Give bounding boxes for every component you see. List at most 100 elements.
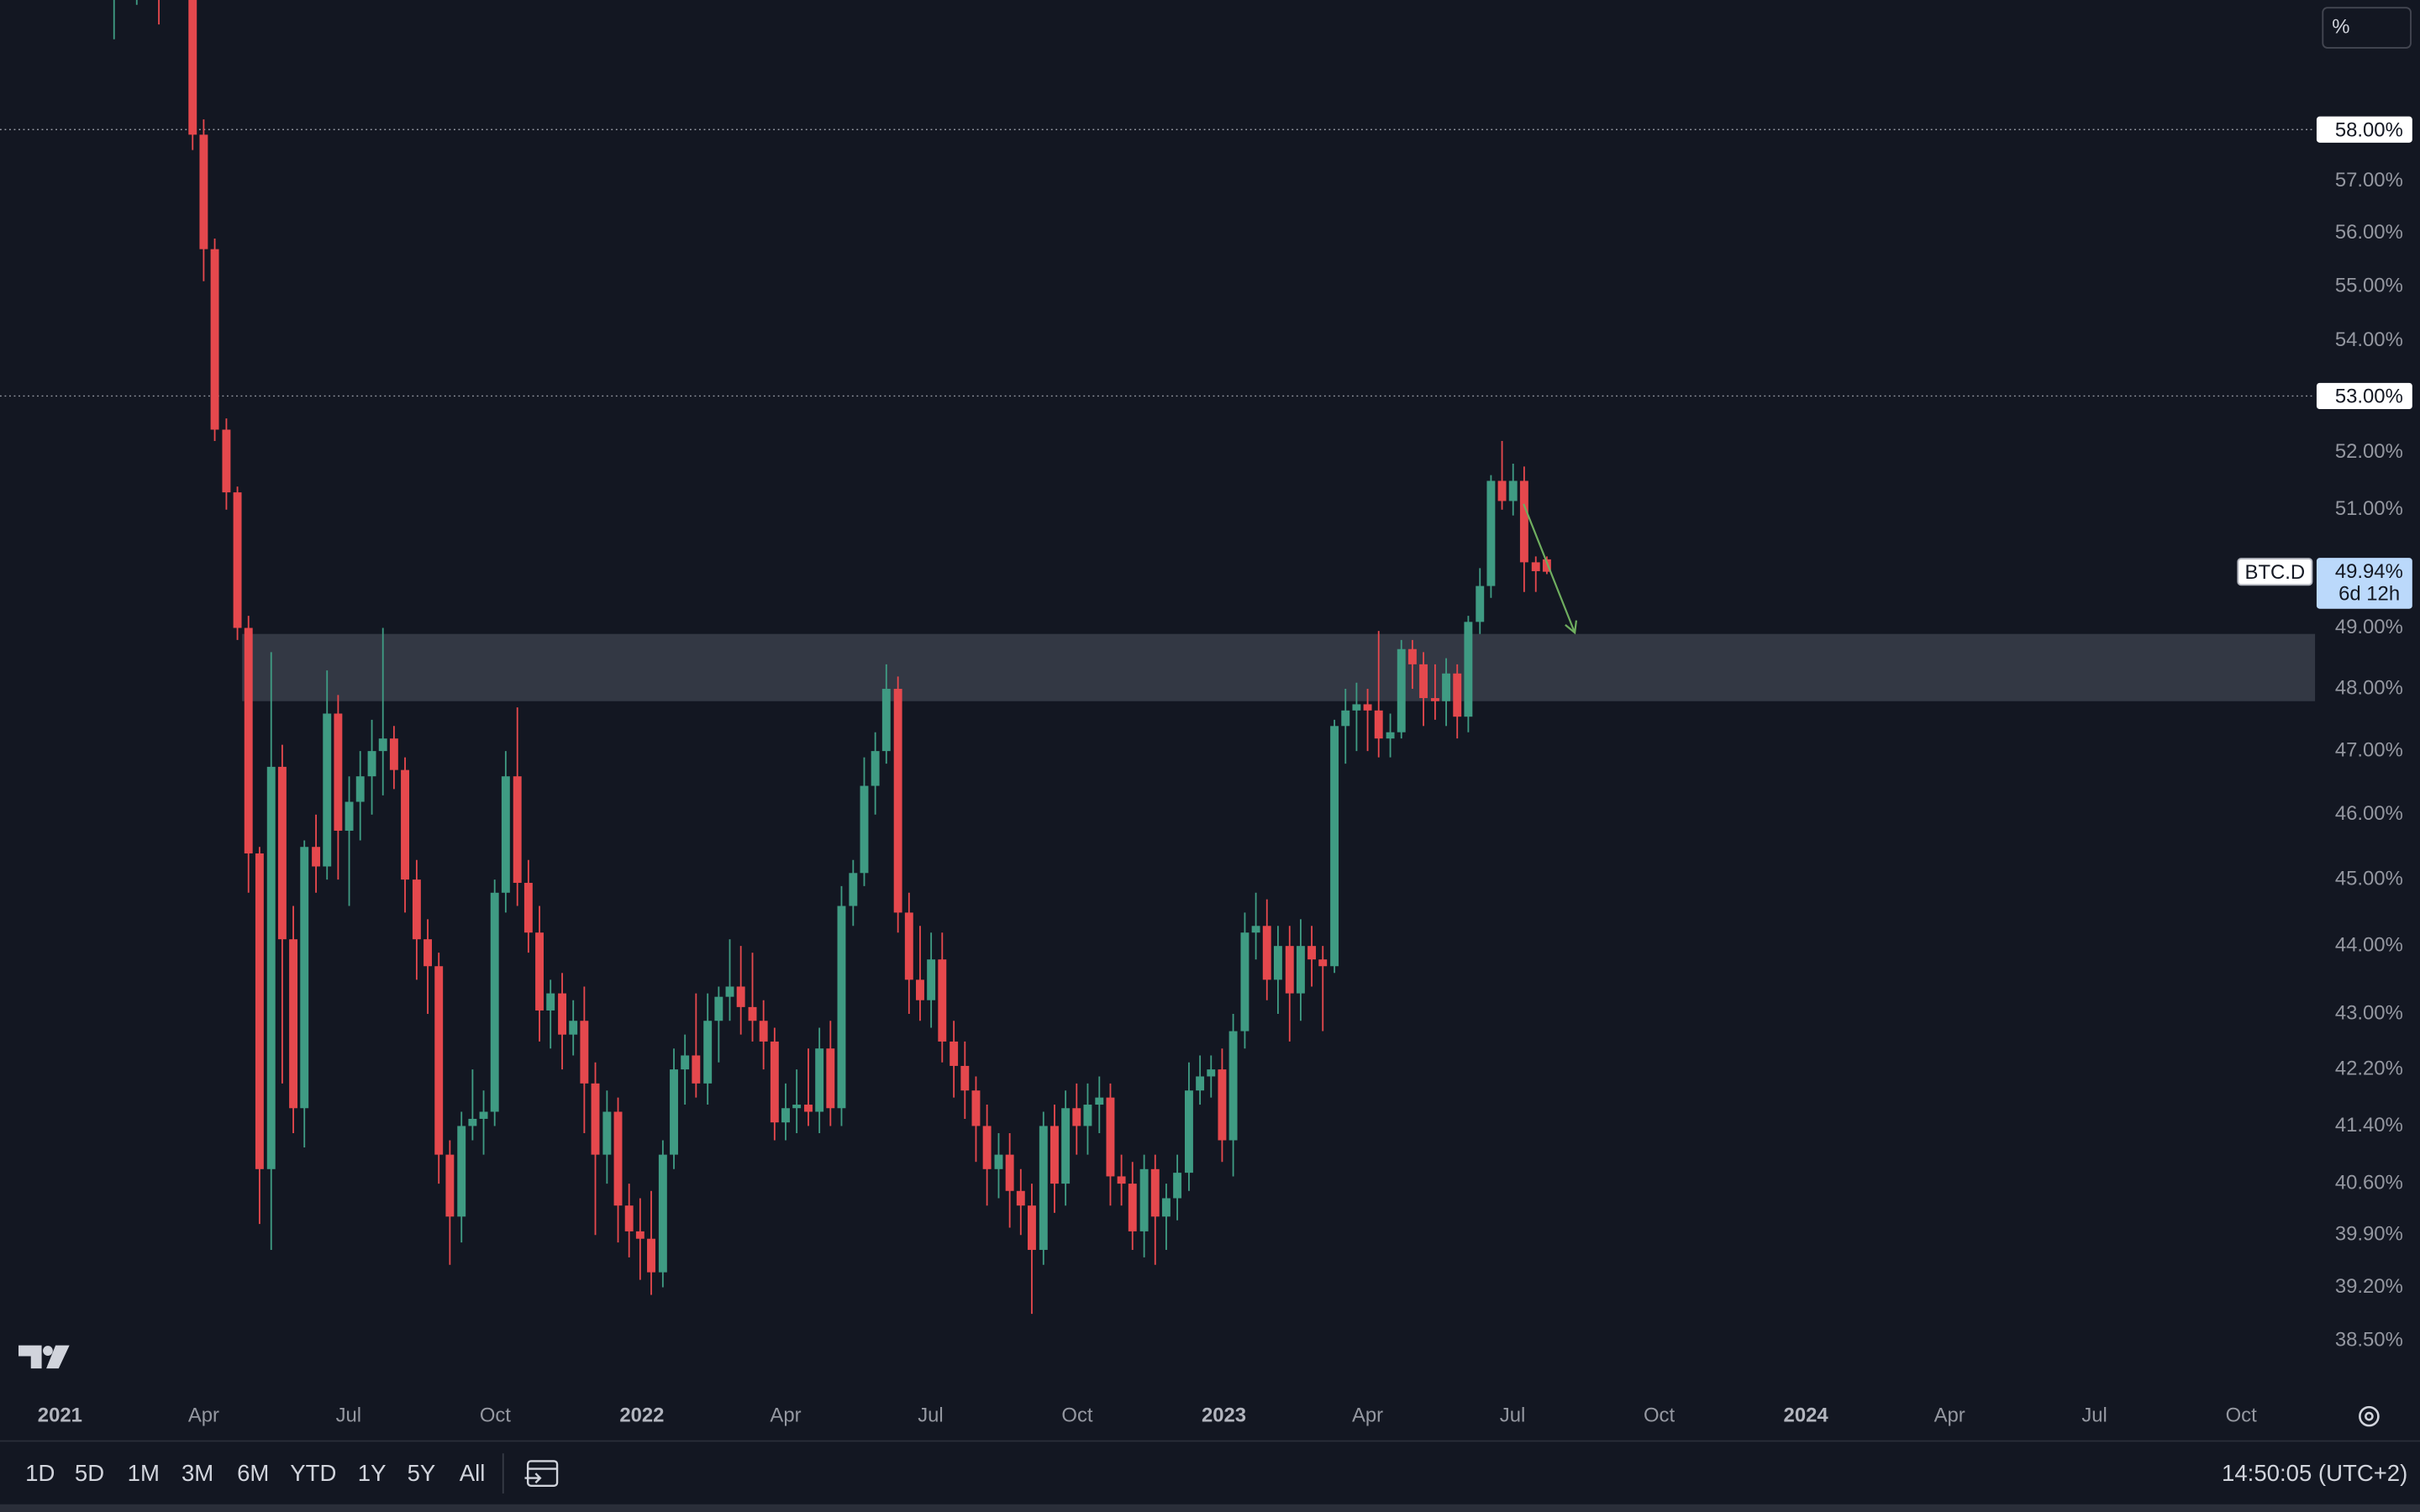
candle-body (1050, 1126, 1059, 1184)
range-button[interactable]: 1M (128, 1460, 160, 1486)
candle-body (1453, 673, 1462, 717)
logo (18, 1345, 70, 1369)
scale-mode[interactable]: % (2332, 15, 2349, 38)
y-tick-label: 56.00% (2335, 221, 2403, 244)
candle-body (300, 847, 309, 1109)
candle-body (1240, 932, 1249, 1032)
date-range-icon[interactable] (524, 1460, 559, 1487)
gear-hub[interactable] (2365, 1411, 2374, 1421)
candle-body (523, 883, 533, 933)
x-tick-label: 2024 (1784, 1404, 1829, 1426)
x-tick-label: Oct (2226, 1404, 2257, 1426)
candle-body (1027, 1205, 1036, 1250)
candle-body (1464, 622, 1473, 717)
range-button[interactable]: YTD (290, 1460, 336, 1486)
range-button[interactable]: All (460, 1460, 486, 1486)
last-price-box (2316, 558, 2412, 609)
candle-body (345, 801, 354, 831)
candle-body (748, 1006, 757, 1021)
candle-body (1285, 946, 1294, 994)
range-button[interactable]: 1D (25, 1460, 55, 1486)
candle-body (222, 429, 231, 493)
plot-area (0, 0, 2316, 1315)
candle-body (1207, 1069, 1216, 1077)
candle-body (602, 1111, 612, 1155)
candle-body (1476, 585, 1485, 622)
logo-part (43, 1346, 53, 1356)
candle-body (1106, 1097, 1115, 1177)
range-button[interactable]: 5Y (408, 1460, 436, 1486)
candle-body (635, 1231, 644, 1239)
calendar-frame[interactable] (526, 1460, 559, 1487)
candle-body (378, 738, 387, 752)
scale-mode-box[interactable] (2322, 7, 2412, 49)
symbol-label: BTC.D (2245, 561, 2306, 584)
range-button[interactable]: 1Y (358, 1460, 387, 1486)
candle-body (792, 1105, 802, 1109)
candle-body (1184, 1090, 1193, 1173)
candle-body (1016, 1190, 1025, 1206)
candle-body (1218, 1069, 1227, 1141)
settings-icon[interactable] (2359, 1405, 2380, 1427)
candle-body (233, 492, 242, 628)
candle-body (994, 1154, 1003, 1169)
arrow-head (1565, 620, 1578, 635)
candle-body (1542, 559, 1551, 572)
level-label-box (2316, 116, 2412, 143)
candle-body (938, 959, 947, 1042)
candle-body (1262, 926, 1271, 980)
candle-body (624, 1205, 634, 1231)
candle-body (1341, 710, 1350, 727)
candle-body (703, 1021, 713, 1084)
y-tick-label: 46.00% (2335, 802, 2403, 825)
candle-body (188, 0, 197, 135)
candle-body (558, 993, 566, 1035)
candle-body (725, 986, 734, 997)
x-tick-label: 2021 (38, 1404, 82, 1426)
calendar-arrow[interactable] (524, 1473, 542, 1483)
candle-body (670, 1069, 678, 1155)
y-tick-label: 44.00% (2335, 933, 2403, 956)
x-tick-label: Apr (1352, 1404, 1383, 1426)
candle-body (1508, 480, 1518, 501)
gear-ring[interactable] (2359, 1405, 2380, 1427)
y-tick-label: 43.00% (2335, 1001, 2403, 1024)
y-tick-label: 48.00% (2335, 676, 2403, 699)
candle-body (468, 1118, 477, 1126)
candle-body (490, 892, 499, 1112)
candle-body (613, 1111, 623, 1206)
candle-body (401, 769, 409, 880)
candle-body (1531, 562, 1540, 571)
candle-body (546, 993, 555, 1011)
candle-body (255, 853, 264, 1169)
range-button[interactable]: 5D (75, 1460, 104, 1486)
candle-body (759, 1021, 768, 1042)
candle-body (1307, 946, 1317, 960)
candle-body (1228, 1031, 1238, 1141)
candle-body (1196, 1076, 1205, 1091)
level-label-box (2316, 382, 2412, 410)
x-tick-label: Oct (1644, 1404, 1675, 1426)
candle-body (457, 1126, 466, 1217)
candle-body (569, 1021, 578, 1035)
candle-body (826, 1048, 835, 1109)
candle-body (1128, 1184, 1137, 1231)
logo-part (18, 1345, 42, 1369)
x-tick-label: Apr (1934, 1404, 1965, 1426)
range-button[interactable]: 3M (182, 1460, 213, 1486)
candle-body (244, 627, 253, 853)
candle-body (927, 959, 936, 1000)
x-tick-label: Apr (188, 1404, 219, 1426)
candle-body (1519, 480, 1528, 563)
x-tick-label: Oct (1061, 1404, 1092, 1426)
zone (242, 633, 2316, 701)
candle-body (1083, 1105, 1092, 1126)
x-tick-label: 2023 (1202, 1404, 1246, 1426)
y-tick-label: 47.00% (2335, 738, 2403, 761)
candle-body (681, 1055, 690, 1070)
candle-body (1374, 710, 1383, 739)
range-button[interactable]: 6M (237, 1460, 269, 1486)
y-tick-label: 55.00% (2335, 274, 2403, 297)
